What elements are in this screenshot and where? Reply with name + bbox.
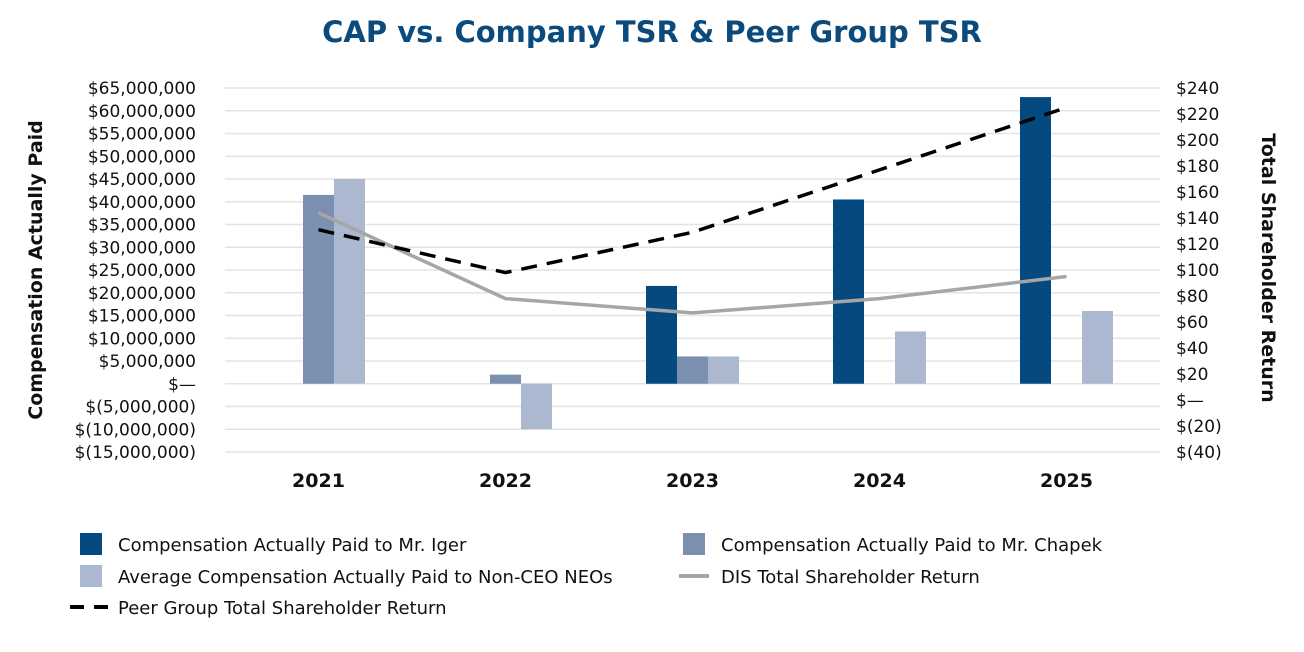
legend-swatch	[80, 533, 102, 555]
y-tick-label: $25,000,000	[88, 261, 196, 281]
y-tick-label: $30,000,000	[88, 238, 196, 258]
bar	[334, 179, 365, 384]
y2-tick-label: $—	[1176, 391, 1204, 411]
y-tick-label: $40,000,000	[88, 193, 196, 213]
y2-tick-label: $20	[1176, 365, 1208, 385]
y2-tick-label: $(20)	[1176, 417, 1222, 437]
legend-swatch	[683, 533, 705, 555]
y-tick-label: $65,000,000	[88, 79, 196, 99]
x-tick-label: 2023	[666, 470, 719, 492]
bar	[521, 383, 552, 430]
y-tick-label: $10,000,000	[88, 329, 196, 349]
dis-tsr-line	[317, 211, 1067, 315]
y-tick-label: $45,000,000	[88, 170, 196, 190]
y-tick-label: $(5,000,000)	[85, 398, 196, 418]
y2-axis-label: Total Shareholder Return	[1257, 133, 1279, 402]
y2-tick-label: $180	[1176, 157, 1219, 177]
bar	[1082, 310, 1113, 384]
x-tick-label: 2024	[853, 470, 906, 492]
legend-label: Average Compensation Actually Paid to No…	[118, 567, 613, 588]
bar	[490, 374, 521, 384]
y-tick-label: $20,000,000	[88, 284, 196, 304]
y-tick-label: $50,000,000	[88, 147, 196, 167]
bar	[646, 285, 677, 384]
y-tick-label: $(10,000,000)	[75, 420, 196, 440]
y2-tick-label: $240	[1176, 79, 1219, 99]
x-tick-label: 2021	[292, 470, 345, 492]
legend-swatch	[80, 565, 102, 587]
y-axis-label: Compensation Actually Paid	[25, 120, 47, 420]
y-tick-label: $60,000,000	[88, 102, 196, 122]
y2-tick-label: $100	[1176, 261, 1219, 281]
bar	[833, 199, 864, 384]
x-tick-label: 2022	[479, 470, 532, 492]
legend-label: Compensation Actually Paid to Mr. Iger	[118, 535, 467, 556]
bar	[677, 356, 708, 384]
y2-tick-label: $60	[1176, 313, 1208, 333]
y-tick-label: $15,000,000	[88, 307, 196, 327]
y-tick-label: $35,000,000	[88, 216, 196, 236]
legend-label: DIS Total Shareholder Return	[721, 567, 980, 588]
legend-label: Peer Group Total Shareholder Return	[118, 598, 446, 619]
bar	[1020, 97, 1051, 384]
y2-tick-label: $80	[1176, 287, 1208, 307]
y2-tick-label: $160	[1176, 183, 1219, 203]
y2-tick-label: $40	[1176, 339, 1208, 359]
x-tick-label: 2025	[1040, 470, 1093, 492]
legend-label: Compensation Actually Paid to Mr. Chapek	[721, 535, 1103, 556]
y2-tick-label: $120	[1176, 235, 1219, 255]
y2-tick-label: $200	[1176, 131, 1219, 151]
y-tick-label: $5,000,000	[99, 352, 196, 372]
bar	[303, 194, 334, 384]
y-tick-label: $(15,000,000)	[75, 443, 196, 463]
y2-tick-label: $220	[1176, 105, 1219, 125]
bar	[895, 331, 926, 384]
y-tick-label: $55,000,000	[88, 125, 196, 145]
y2-tick-label: $140	[1176, 209, 1219, 229]
y-tick-label: $—	[168, 375, 196, 395]
chart-title: CAP vs. Company TSR & Peer Group TSR	[322, 15, 982, 49]
bar	[708, 356, 739, 384]
y2-tick-label: $(40)	[1176, 443, 1222, 463]
